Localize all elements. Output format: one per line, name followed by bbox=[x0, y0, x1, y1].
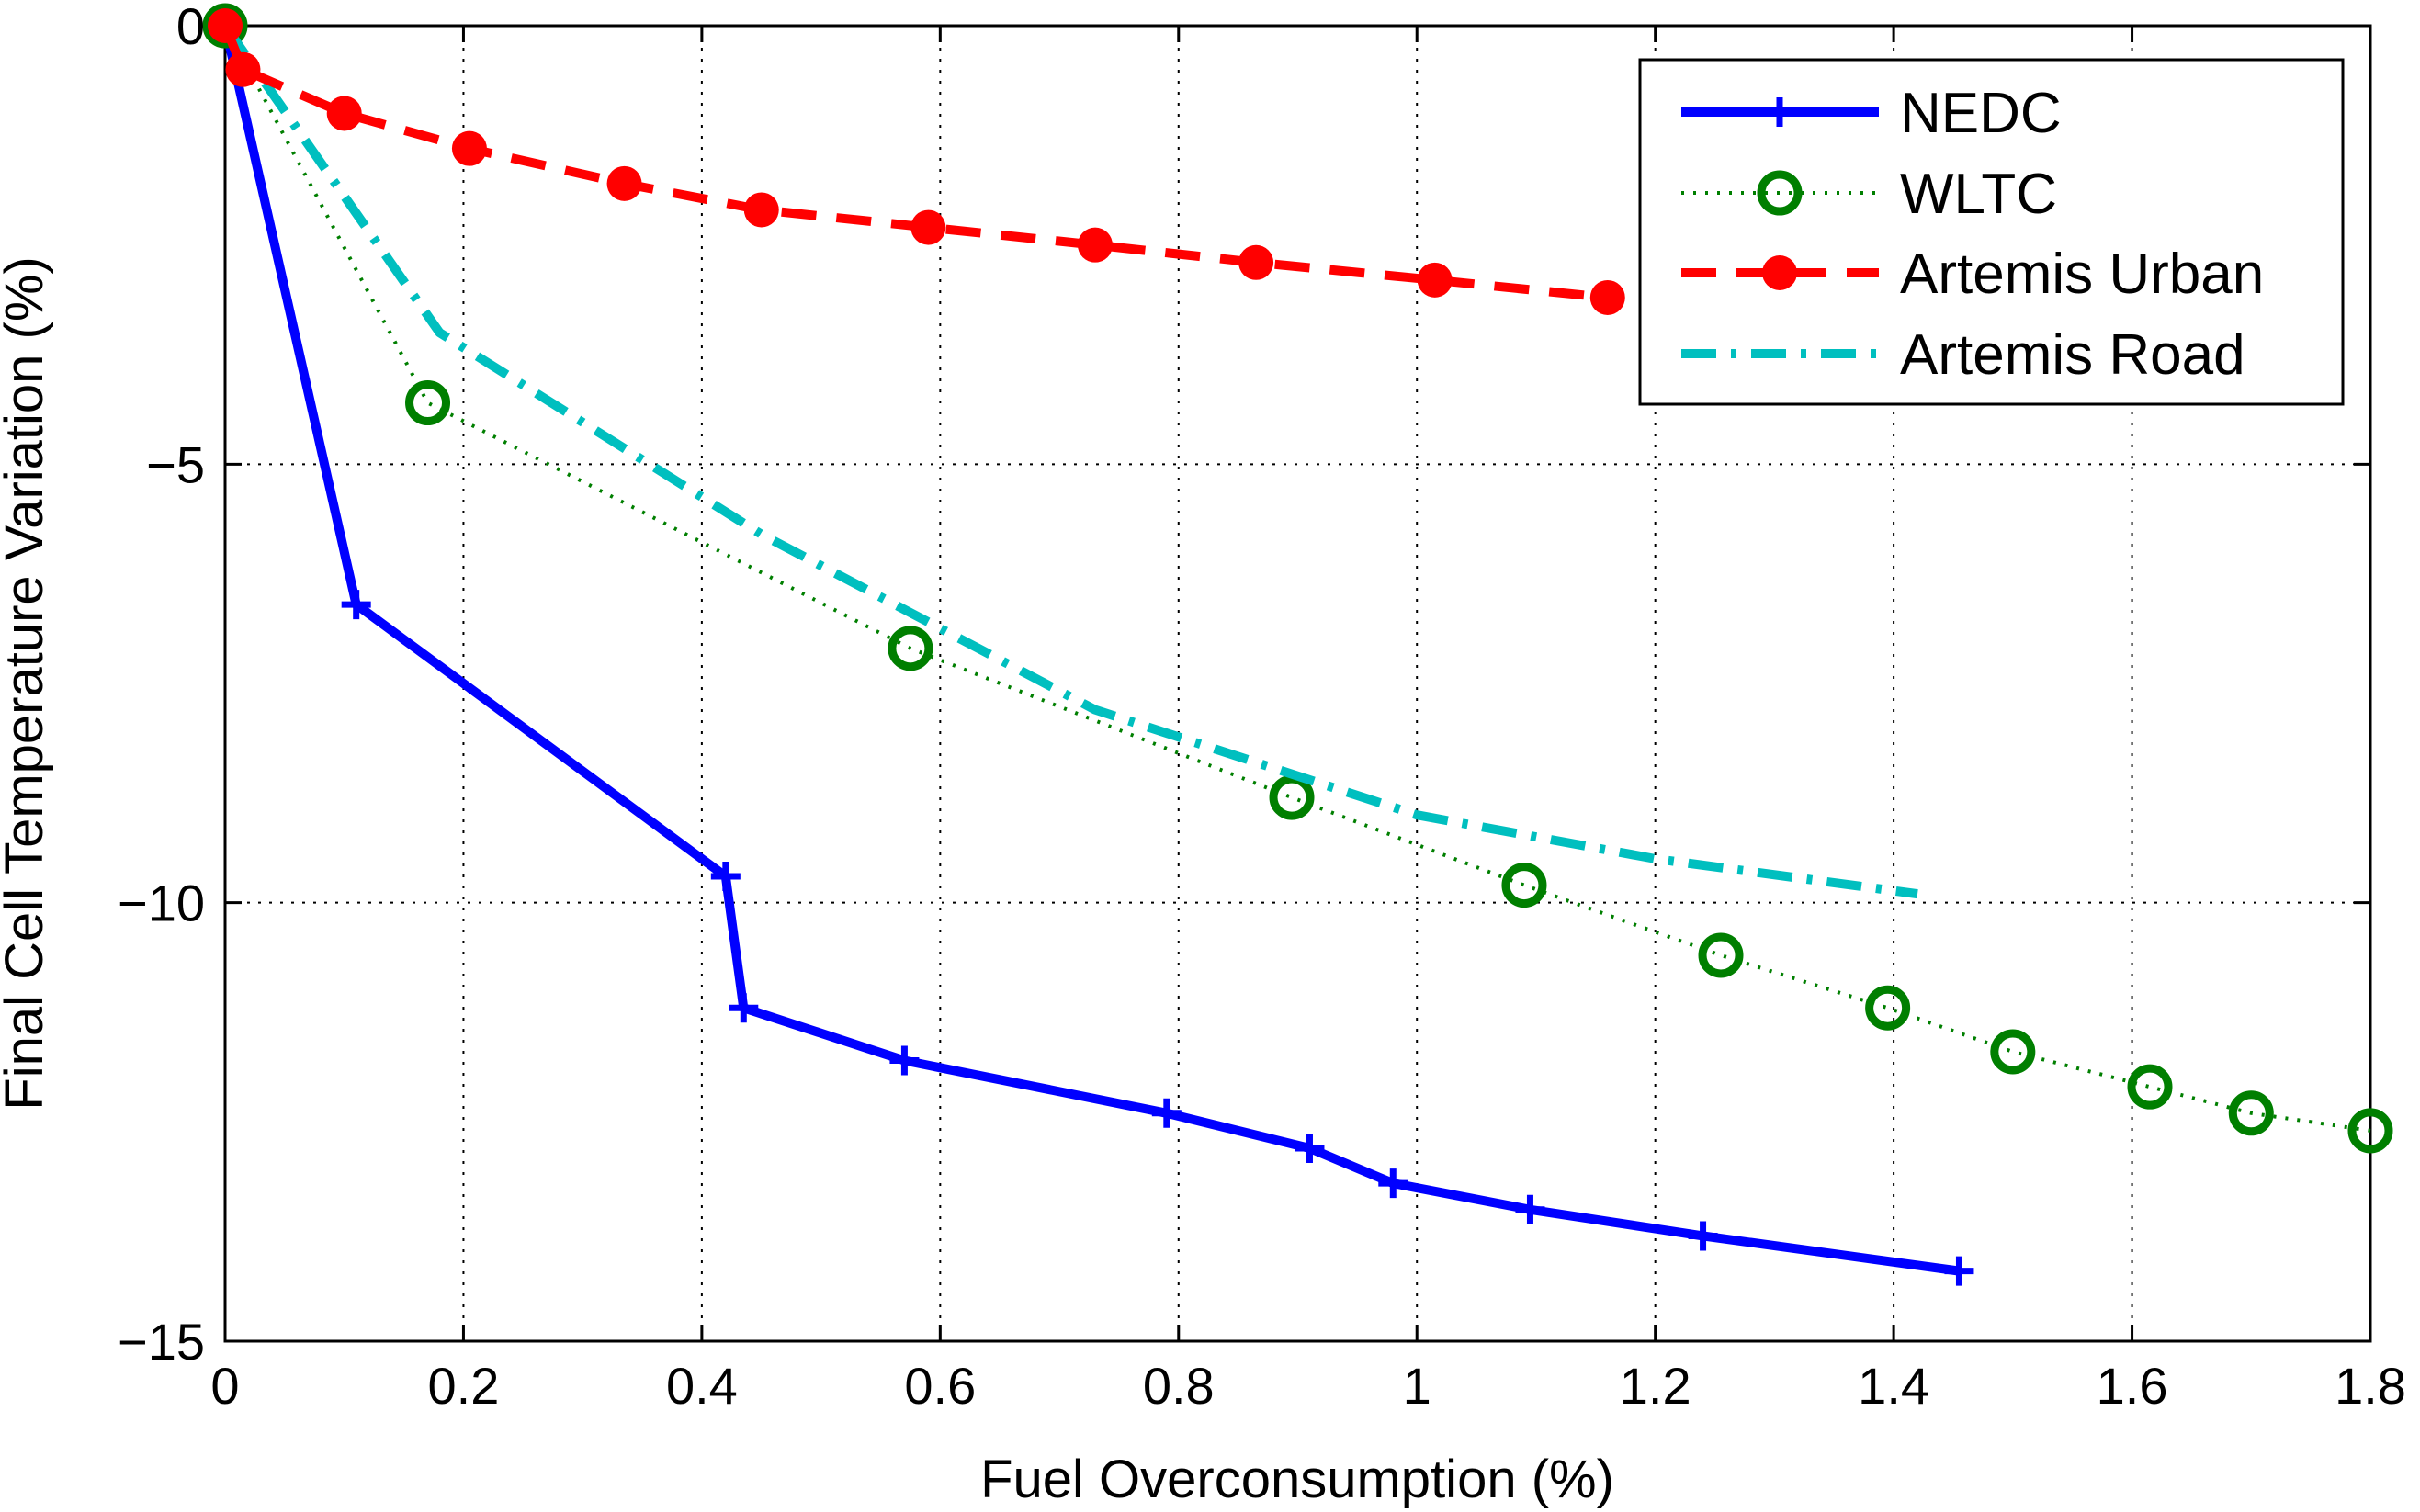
legend-label-wltc: WLTC bbox=[1900, 163, 2057, 226]
legend-label-artemis-road: Artemis Road bbox=[1900, 323, 2245, 387]
legend-item-wltc: WLTC bbox=[1681, 163, 2057, 226]
x-tick-label: 0.6 bbox=[904, 1357, 976, 1415]
x-tick-label: 0.8 bbox=[1143, 1357, 1215, 1415]
x-tick-label: 0.2 bbox=[428, 1357, 500, 1415]
x-tick-label: 1.2 bbox=[1620, 1357, 1691, 1415]
grid bbox=[225, 26, 2370, 1341]
data-point-artemis-urban bbox=[451, 130, 487, 166]
data-point-wltc bbox=[202, 3, 248, 49]
data-point-artemis-urban bbox=[1417, 262, 1453, 298]
x-axis-label: Fuel Overconsumption (%) bbox=[980, 1450, 1614, 1509]
legend-label-nedc: NEDC bbox=[1900, 82, 2062, 145]
data-point-nedc bbox=[729, 993, 759, 1023]
legend: NEDC WLTC Artemis Urban Artemis Road bbox=[1638, 58, 2345, 406]
y-tick-label: −10 bbox=[118, 874, 205, 932]
data-point-wltc bbox=[2347, 1108, 2393, 1154]
series-artemis-urban bbox=[208, 8, 1625, 315]
y-tick-label: −5 bbox=[146, 435, 205, 493]
legend-marker-artemis-urban bbox=[1762, 255, 1797, 290]
data-point-artemis-urban bbox=[326, 96, 362, 131]
data-point-wltc bbox=[2127, 1064, 2173, 1110]
data-point-wltc bbox=[405, 380, 451, 426]
data-point-artemis-urban bbox=[743, 192, 779, 228]
series-wltc bbox=[202, 3, 2393, 1154]
x-tick-label: 1.4 bbox=[1858, 1357, 1929, 1415]
data-point-wltc bbox=[2228, 1090, 2274, 1136]
data-point-artemis-urban bbox=[910, 209, 946, 245]
legend-label-artemis-urban: Artemis Urban bbox=[1900, 243, 2264, 306]
y-axis-tick-labels: 0 −5 −10 −15 bbox=[118, 0, 205, 1371]
legend-marker-wltc bbox=[1757, 170, 1803, 216]
y-tick-label: −15 bbox=[118, 1313, 205, 1371]
x-axis-tick-labels: 0 0.2 0.4 0.6 0.8 1 1.2 1.4 1.6 1.8 bbox=[210, 1357, 2406, 1415]
legend-item-nedc: NEDC bbox=[1681, 82, 2062, 145]
plot-frame bbox=[223, 24, 2372, 1343]
data-point-wltc bbox=[1865, 985, 1911, 1031]
data-point-nedc bbox=[1515, 1194, 1545, 1224]
data-point-nedc bbox=[1944, 1256, 1974, 1286]
x-tick-label: 0 bbox=[210, 1357, 239, 1415]
data-point-nedc bbox=[1151, 1098, 1182, 1128]
data-point-wltc bbox=[1269, 774, 1315, 820]
data-point-artemis-urban bbox=[1238, 244, 1274, 280]
legend-box bbox=[1638, 58, 2345, 406]
data-point-artemis-urban bbox=[225, 51, 261, 87]
y-axis-label: Final Cell Temperature Variation (%) bbox=[0, 256, 54, 1110]
data-point-nedc bbox=[1295, 1133, 1325, 1163]
series-line-wltc bbox=[223, 25, 2371, 1133]
legend-item-artemis-road: Artemis Road bbox=[1681, 323, 2245, 387]
data-point-nedc bbox=[1688, 1221, 1718, 1251]
series-line-artemis-road bbox=[221, 23, 1918, 899]
x-tick-label: 0.4 bbox=[666, 1357, 738, 1415]
series-line-artemis-urban bbox=[221, 24, 1609, 302]
series-nedc bbox=[210, 11, 1974, 1286]
series-group bbox=[202, 3, 2393, 1286]
legend-marker-nedc bbox=[1765, 97, 1794, 127]
data-point-artemis-urban bbox=[1077, 227, 1113, 263]
legend-item-artemis-urban: Artemis Urban bbox=[1681, 243, 2264, 306]
x-tick-label: 1.6 bbox=[2097, 1357, 2168, 1415]
data-point-artemis-urban bbox=[1589, 279, 1625, 315]
data-point-nedc bbox=[889, 1045, 920, 1076]
data-point-nedc bbox=[1378, 1168, 1408, 1199]
data-point-wltc bbox=[1698, 932, 1744, 978]
data-point-nedc bbox=[710, 862, 741, 892]
data-point-artemis-urban bbox=[606, 165, 642, 201]
data-point-wltc bbox=[888, 626, 933, 671]
x-tick-label: 1 bbox=[1403, 1357, 1431, 1415]
data-point-wltc bbox=[1990, 1029, 2036, 1075]
data-point-nedc bbox=[341, 590, 371, 620]
data-point-wltc bbox=[1501, 863, 1547, 908]
y-tick-label: 0 bbox=[176, 0, 205, 55]
data-point-artemis-urban bbox=[208, 8, 243, 43]
series-artemis-road bbox=[221, 23, 1918, 899]
x-tick-label: 1.8 bbox=[2335, 1357, 2406, 1415]
